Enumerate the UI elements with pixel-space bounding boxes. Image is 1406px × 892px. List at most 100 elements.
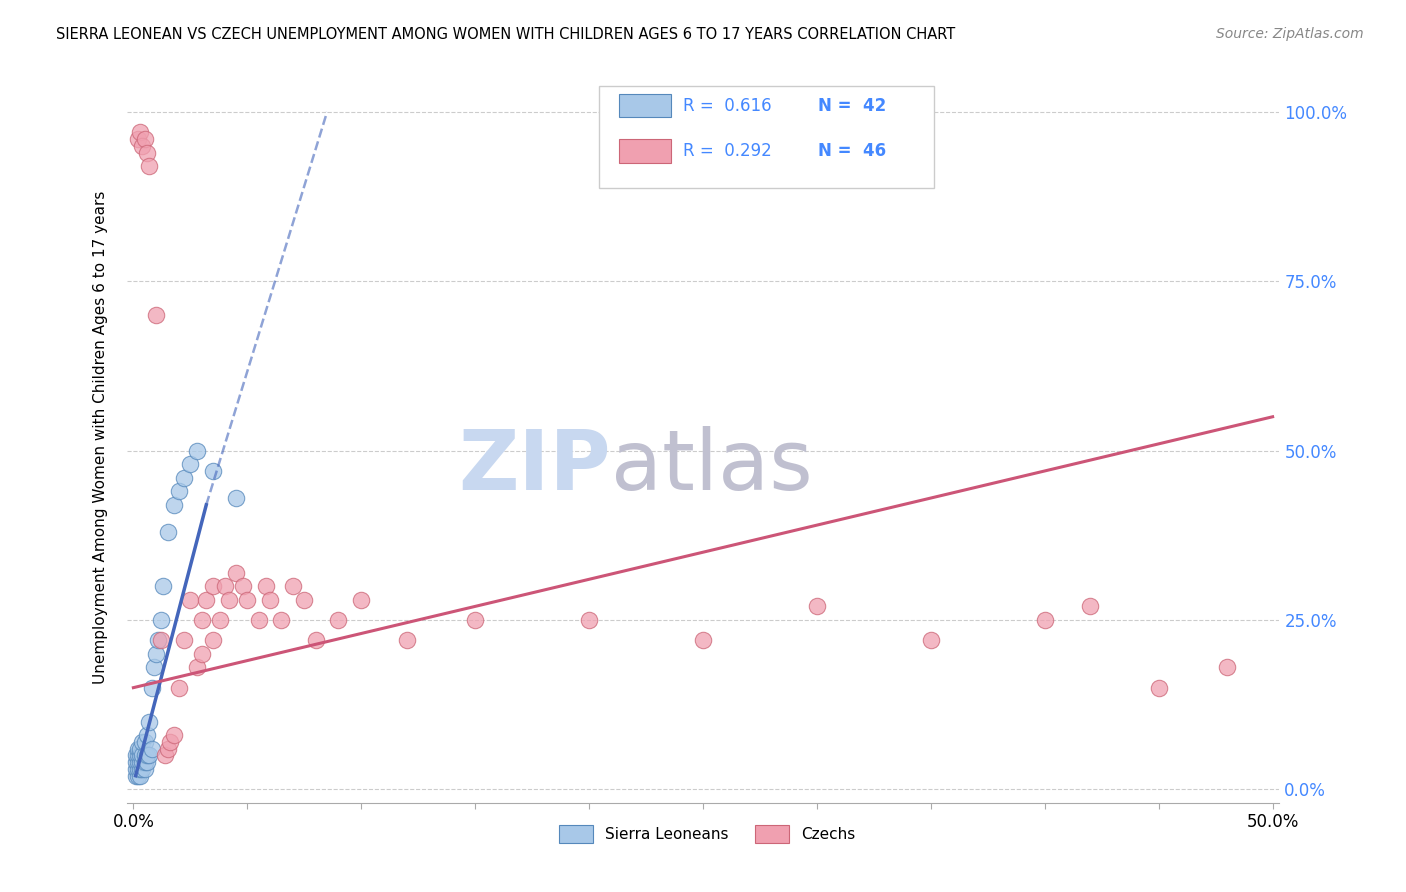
Text: N =  42: N = 42 [818, 96, 887, 115]
Point [145, 647, 167, 661]
Point [1147, 681, 1170, 695]
Point [134, 762, 156, 776]
Point [395, 633, 418, 648]
Point [141, 741, 163, 756]
Text: R =  0.292: R = 0.292 [683, 142, 772, 160]
Point [1033, 613, 1056, 627]
Point [350, 592, 373, 607]
Point [124, 748, 146, 763]
Point [173, 633, 195, 648]
Point [136, 728, 159, 742]
Bar [560, 825, 593, 843]
Point [167, 681, 190, 695]
Point [281, 579, 304, 593]
Point [127, 741, 149, 756]
Point [305, 633, 328, 648]
Point [149, 613, 172, 627]
Point [136, 755, 159, 769]
Point [129, 125, 152, 139]
Point [131, 139, 153, 153]
Text: SIERRA LEONEAN VS CZECH UNEMPLOYMENT AMONG WOMEN WITH CHILDREN AGES 6 TO 17 YEAR: SIERRA LEONEAN VS CZECH UNEMPLOYMENT AMO… [56, 27, 956, 42]
Point [190, 613, 212, 627]
Text: Czechs: Czechs [801, 827, 855, 842]
Bar [619, 139, 671, 163]
Point [138, 748, 160, 763]
Point [134, 132, 156, 146]
Point [127, 748, 149, 763]
Point [149, 633, 172, 648]
Point [129, 769, 152, 783]
Point [131, 762, 153, 776]
Bar [619, 94, 671, 118]
Point [195, 592, 218, 607]
Point [124, 755, 146, 769]
Point [129, 748, 152, 763]
Point [163, 728, 186, 742]
Point [190, 647, 212, 661]
Point [134, 748, 156, 763]
Point [163, 498, 186, 512]
Point [208, 613, 231, 627]
Point [138, 159, 160, 173]
Point [202, 633, 225, 648]
Point [134, 735, 156, 749]
Point [127, 769, 149, 783]
Text: atlas: atlas [610, 425, 813, 507]
Point [179, 457, 201, 471]
Point [129, 741, 152, 756]
Point [131, 735, 153, 749]
Point [136, 145, 159, 160]
Point [578, 613, 600, 627]
FancyBboxPatch shape [599, 86, 934, 188]
Point [142, 660, 165, 674]
Point [155, 748, 177, 763]
Point [247, 613, 270, 627]
Bar [755, 825, 790, 843]
Point [124, 762, 146, 776]
Point [179, 592, 201, 607]
Point [152, 579, 174, 593]
Point [138, 714, 160, 729]
Text: Source: ZipAtlas.com: Source: ZipAtlas.com [1216, 27, 1364, 41]
Point [202, 579, 225, 593]
Point [232, 579, 254, 593]
Point [131, 755, 153, 769]
Point [270, 613, 292, 627]
Point [134, 755, 156, 769]
Point [127, 755, 149, 769]
Point [173, 471, 195, 485]
Text: ZIP: ZIP [458, 425, 610, 507]
Point [136, 748, 159, 763]
Point [167, 484, 190, 499]
Text: N =  46: N = 46 [818, 142, 886, 160]
Point [218, 592, 240, 607]
Point [202, 464, 225, 478]
Point [129, 762, 152, 776]
Point [464, 613, 486, 627]
Point [225, 491, 247, 505]
Point [186, 660, 208, 674]
Point [1078, 599, 1101, 614]
Point [129, 755, 152, 769]
Text: R =  0.616: R = 0.616 [683, 96, 772, 115]
Point [292, 592, 315, 607]
Point [127, 762, 149, 776]
Point [259, 592, 281, 607]
Point [124, 769, 146, 783]
Point [148, 633, 170, 648]
Point [225, 566, 247, 580]
Point [1216, 660, 1239, 674]
Point [806, 599, 828, 614]
Point [159, 735, 181, 749]
Text: Sierra Leoneans: Sierra Leoneans [605, 827, 728, 842]
Point [328, 613, 350, 627]
Y-axis label: Unemployment Among Women with Children Ages 6 to 17 years: Unemployment Among Women with Children A… [93, 190, 108, 684]
Point [145, 308, 167, 322]
Point [214, 579, 236, 593]
Point [156, 741, 179, 756]
Point [254, 579, 277, 593]
Point [141, 681, 163, 695]
Point [920, 633, 942, 648]
Point [186, 443, 208, 458]
Point [692, 633, 714, 648]
